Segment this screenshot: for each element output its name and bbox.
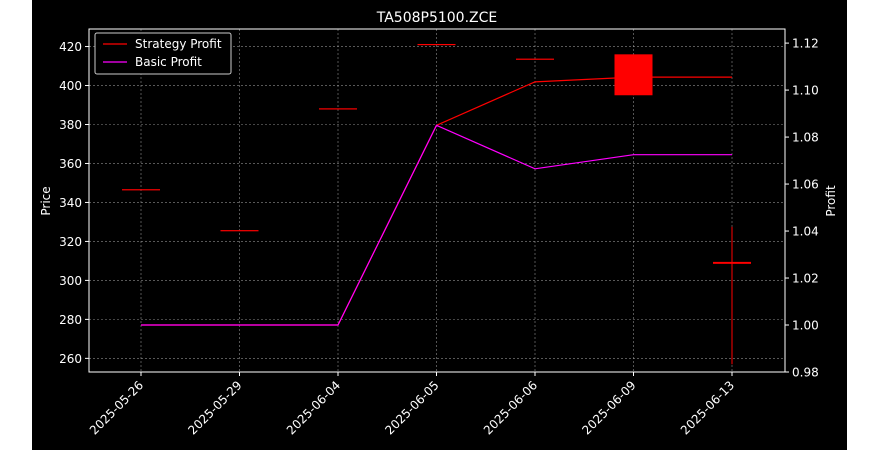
candle-body [319,108,357,110]
legend-label-strategy-profit: Strategy Profit [135,37,222,51]
x-tick-label: 2025-06-09 [579,378,638,437]
candle-body [122,189,160,191]
x-tick-label: 2025-06-13 [678,378,737,437]
right-axis: 0.98 1.00 1.02 1.04 1.06 1.08 1.10 1.12 [785,37,819,380]
x-tick-label: 2025-06-05 [382,378,441,437]
y-tick-label: 360 [59,157,82,171]
x-tick-label: 2025-05-29 [185,378,244,437]
candle-body [417,43,456,46]
y-tick-label: 400 [59,79,82,93]
y-tick-label: 280 [59,313,82,327]
chart-svg: TA508P5100.ZCE 260 280 300 320 340 360 380 400 4… [39,10,838,437]
left-axis: 260 280 300 320 340 360 380 400 420 [59,40,89,366]
y-tick-label: 320 [59,235,82,249]
chart-figure: TA508P5100.ZCE 260 280 300 320 340 360 380 400 4… [32,0,847,450]
candle-body [713,261,751,264]
candle-body [516,58,554,60]
candle-body [220,230,259,232]
candle-body [614,54,653,96]
y-tick-label: 420 [59,40,82,54]
y2-tick-label: 1.10 [792,84,819,98]
plot-frame [88,28,786,373]
y2-tick-label: 0.98 [792,366,819,380]
y-axis-label-left: Price [39,186,53,215]
x-tick-label: 2025-06-04 [284,378,343,437]
chart-title: TA508P5100.ZCE [376,10,498,26]
x-tick-label: 2025-05-26 [87,378,146,437]
y2-tick-label: 1.06 [792,178,819,192]
y-tick-label: 340 [59,196,82,210]
line-basic-profit [141,124,732,326]
y2-tick-label: 1.08 [792,131,819,145]
candles [122,43,751,365]
grid [89,29,785,372]
y2-tick-label: 1.04 [792,225,819,239]
legend-label-basic-profit: Basic Profit [135,55,202,69]
legend-box [94,32,232,75]
x-axis: 2025-05-26 2025-05-29 2025-06-04 2025-06-05… [87,372,737,437]
y2-tick-label: 1.00 [792,319,819,333]
y-tick-label: 300 [59,274,82,288]
y-axis-label-right: Profit [824,185,838,217]
y2-tick-label: 1.02 [792,272,819,286]
y2-tick-label: 1.12 [792,37,819,51]
legend: Strategy Profit Basic Profit [94,32,232,75]
x-tick-label: 2025-06-06 [481,378,540,437]
y-tick-label: 260 [59,352,82,366]
y-tick-label: 380 [59,118,82,132]
